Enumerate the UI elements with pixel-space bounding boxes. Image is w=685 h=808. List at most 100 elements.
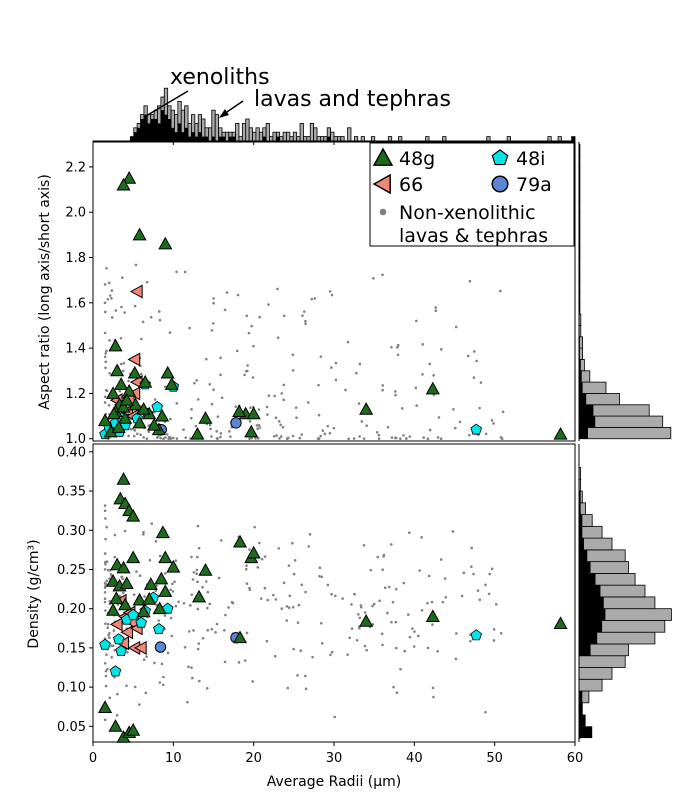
background-point: [143, 595, 146, 598]
background-point: [307, 545, 311, 548]
xenolith-bar: [571, 136, 575, 141]
xenolith-bar: [140, 119, 144, 141]
background-point: [163, 614, 167, 617]
background-point: [158, 318, 162, 322]
background-point: [274, 416, 278, 419]
background-point: [255, 424, 259, 427]
xenolith-bar: [579, 608, 606, 621]
background-point: [304, 322, 307, 326]
y-tick-label: 0.05: [57, 720, 86, 735]
background-point: [353, 592, 356, 596]
xenolith-bar: [160, 110, 165, 141]
background-point: [135, 432, 139, 436]
point-48g: [155, 525, 170, 539]
point-66: [109, 617, 123, 632]
background-point: [184, 436, 188, 439]
background-point: [413, 630, 416, 633]
point-48g: [154, 571, 169, 585]
lava-bar: [316, 136, 321, 142]
background-point: [386, 611, 389, 615]
lava-bar: [208, 127, 213, 142]
background-point: [190, 666, 193, 669]
background-point: [223, 660, 227, 664]
background-point: [376, 555, 380, 559]
point-48g: [106, 406, 121, 420]
point-48g: [136, 604, 151, 618]
background-point: [109, 572, 113, 576]
background-point: [372, 602, 376, 606]
point-79a: [230, 417, 242, 429]
background-point: [265, 405, 269, 409]
background-point: [175, 270, 178, 274]
point-48g: [119, 392, 134, 406]
background-point: [490, 567, 494, 571]
background-point: [451, 530, 455, 533]
background-point: [246, 369, 249, 373]
background-point: [265, 639, 269, 643]
lava-bar: [347, 127, 352, 142]
background-point: [439, 558, 443, 561]
point-48g: [126, 508, 141, 522]
background-point: [440, 348, 443, 351]
background-point: [253, 525, 257, 529]
background-point: [479, 381, 483, 384]
background-point: [277, 420, 281, 423]
x-axis-label: Average Radii (μm): [267, 774, 402, 790]
background-point: [350, 603, 353, 606]
background-point: [192, 571, 196, 574]
background-point: [164, 436, 167, 439]
background-point: [428, 428, 432, 432]
lava-bar: [306, 136, 311, 142]
background-point: [192, 629, 195, 632]
background-point: [266, 413, 269, 416]
point-48g: [118, 411, 133, 424]
background-point: [492, 639, 496, 642]
background-point: [196, 647, 200, 651]
background-point: [472, 572, 475, 576]
background-point: [162, 437, 165, 440]
background-point: [113, 648, 116, 652]
background-point: [355, 371, 358, 375]
background-point: [319, 621, 323, 625]
background-point: [267, 394, 271, 397]
background-point: [195, 379, 198, 382]
background-point: [408, 435, 412, 438]
background-point: [159, 436, 162, 440]
background-point: [286, 686, 290, 690]
background-point: [296, 621, 300, 624]
background-point: [248, 548, 251, 551]
xenolith-bar: [579, 427, 588, 439]
background-point: [478, 598, 482, 602]
lava-bar: [289, 136, 294, 142]
background-point: [499, 289, 502, 293]
background-point: [113, 533, 117, 537]
background-point: [282, 383, 286, 387]
background-point: [168, 331, 172, 334]
background-point: [434, 309, 438, 313]
background-point: [501, 410, 505, 414]
lava-bar: [578, 381, 607, 394]
background-point: [175, 437, 179, 440]
background-point: [421, 343, 425, 346]
lava-bar: [282, 131, 287, 142]
background-point: [165, 433, 169, 436]
xenolith-bar: [262, 136, 267, 141]
background-point: [360, 420, 364, 423]
background-point: [267, 303, 270, 306]
background-point: [326, 424, 330, 428]
background-point: [107, 404, 111, 407]
point-48g: [106, 603, 121, 616]
background-point: [390, 620, 393, 624]
background-point: [139, 433, 142, 437]
background-point: [209, 427, 212, 431]
legend-marker-shape: [372, 147, 394, 166]
background-point: [228, 430, 231, 433]
background-point: [329, 653, 332, 657]
background-point: [352, 437, 356, 440]
background-point: [103, 600, 107, 604]
point-48g: [111, 420, 126, 433]
background-point: [103, 591, 107, 594]
background-point: [469, 639, 472, 643]
point-48i: [151, 400, 164, 413]
